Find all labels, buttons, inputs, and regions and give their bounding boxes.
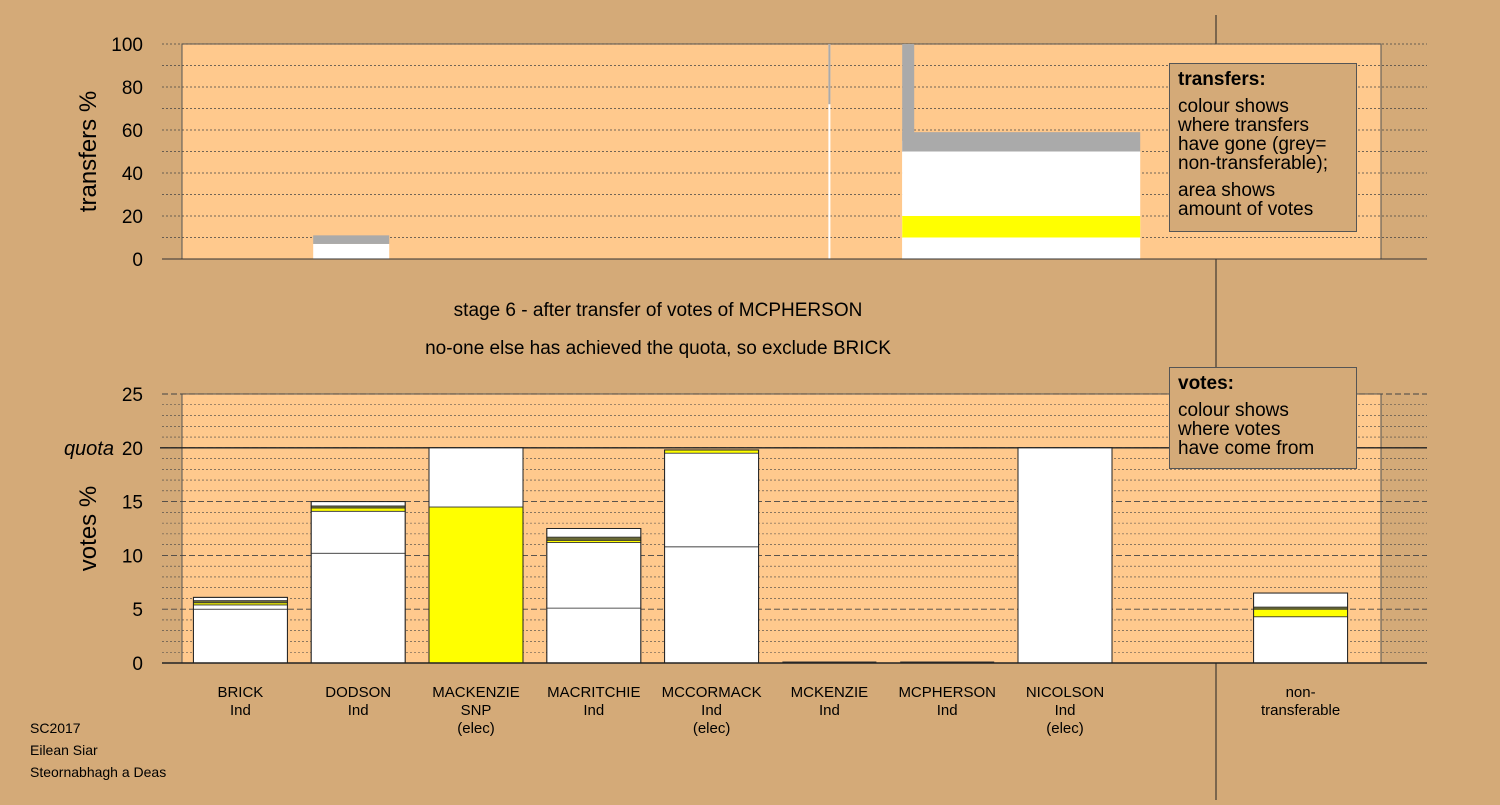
votes-legend: votes: colour shows where votes have com… xyxy=(1169,367,1357,469)
candidate-name-mackenzie: MACKENZIE xyxy=(432,684,520,701)
votes-tick-label: 15 xyxy=(122,493,143,514)
vote-segment-macritchie xyxy=(546,536,642,541)
candidate-status-mccormack: (elec) xyxy=(693,720,731,737)
vote-segment-non- xyxy=(1253,608,1348,618)
candidate-party-mcpherson: Ind xyxy=(937,702,958,719)
candidate-status-nicolson: (elec) xyxy=(1046,720,1084,737)
vote-segment-macritchie xyxy=(546,542,642,609)
candidate-name-mckenzie: MCKENZIE xyxy=(791,684,869,701)
transfer-piece-dodson xyxy=(313,243,390,259)
action-caption: no-one else has achieved the quota, so e… xyxy=(425,338,891,359)
transfer-piece-dodson xyxy=(313,235,390,244)
candidate-party-dodson: Ind xyxy=(348,702,369,719)
footer-council: Eilean Siar xyxy=(30,742,98,758)
transfers-tick-label: 60 xyxy=(122,121,143,142)
transfers-tick-label: 80 xyxy=(122,78,143,99)
transfers-legend: transfers: colour shows where transfers … xyxy=(1169,63,1357,232)
footer-election: SC2017 xyxy=(30,720,81,736)
transfers-tick-label: 20 xyxy=(122,207,143,228)
votes-axis-title: votes % xyxy=(75,486,102,571)
votes-legend-title: votes: xyxy=(1178,373,1234,394)
vote-segment-dodson xyxy=(310,507,406,512)
vote-segment-non- xyxy=(1253,616,1348,664)
vote-segment-mackenzie xyxy=(428,447,524,508)
vote-segment-brick xyxy=(192,604,288,610)
votes-tick-label: 0 xyxy=(132,654,143,675)
vote-segment-dodson xyxy=(310,552,406,664)
transfers-legend-line2: area shows amount of votes xyxy=(1178,180,1314,220)
candidate-name-macritchie: MACRITCHIE xyxy=(547,684,640,701)
candidate-party-brick: Ind xyxy=(230,702,251,719)
votes-tick-label: 25 xyxy=(122,385,143,406)
votes-tick-label: 10 xyxy=(122,546,143,567)
votes-legend-line1: colour shows where votes have come from xyxy=(1178,400,1315,459)
transfer-piece-mcpherson xyxy=(902,132,1141,152)
vote-segment-mccormack xyxy=(664,452,759,548)
footer-ward: Steornabhagh a Deas xyxy=(30,764,167,780)
candidate-name-mccormack: MCCORMACK xyxy=(662,684,762,701)
candidate-party-mccormack: Ind xyxy=(701,702,722,719)
stage-caption: stage 6 - after transfer of votes of MCP… xyxy=(453,300,863,321)
candidate-party-macritchie: Ind xyxy=(583,702,604,719)
transfer-piece-mcpherson xyxy=(902,44,915,141)
transfers-tick-label: 100 xyxy=(111,35,143,56)
transfers-legend-line1: colour shows where transfers have gone (… xyxy=(1178,96,1328,174)
candidate-name-nicolson: NICOLSON xyxy=(1026,684,1104,701)
votes-tick-label: 5 xyxy=(132,600,143,621)
vote-segment-macritchie xyxy=(546,528,642,538)
transfer-piece-mckenzie xyxy=(828,44,831,105)
votes-tick-label: 20 xyxy=(122,439,143,460)
candidate-name-dodson: DODSON xyxy=(325,684,391,701)
vote-segment-dodson xyxy=(310,501,406,507)
candidate-status-mackenzie: (elec) xyxy=(457,720,495,737)
quota-label: quota xyxy=(64,438,114,460)
transfers-tick-label: 0 xyxy=(132,250,143,271)
candidate-party-non-: transferable xyxy=(1261,702,1340,719)
transfer-piece-mcpherson xyxy=(902,151,1141,259)
transfer-piece-mcpherson xyxy=(902,216,1141,238)
candidate-name-mcpherson: MCPHERSON xyxy=(898,684,996,701)
candidate-name-brick: BRICK xyxy=(217,684,263,701)
transfers-tick-label: 40 xyxy=(122,164,143,185)
vote-segment-nicolson xyxy=(1017,447,1113,664)
vote-segment-non- xyxy=(1253,592,1348,608)
candidate-party-mackenzie: SNP xyxy=(461,702,492,719)
transfers-legend-title: transfers: xyxy=(1178,69,1266,90)
candidate-name-non-: non- xyxy=(1286,684,1316,701)
vote-segment-mackenzie xyxy=(428,506,524,664)
vote-segment-mccormack xyxy=(664,546,759,664)
vote-segment-macritchie xyxy=(546,607,642,664)
transfer-piece-mckenzie xyxy=(828,44,831,259)
candidate-party-nicolson: Ind xyxy=(1055,702,1076,719)
candidate-party-mckenzie: Ind xyxy=(819,702,840,719)
vote-segment-brick xyxy=(192,608,288,664)
transfers-axis-title: transfers % xyxy=(75,91,102,212)
vote-segment-dodson xyxy=(310,510,406,554)
